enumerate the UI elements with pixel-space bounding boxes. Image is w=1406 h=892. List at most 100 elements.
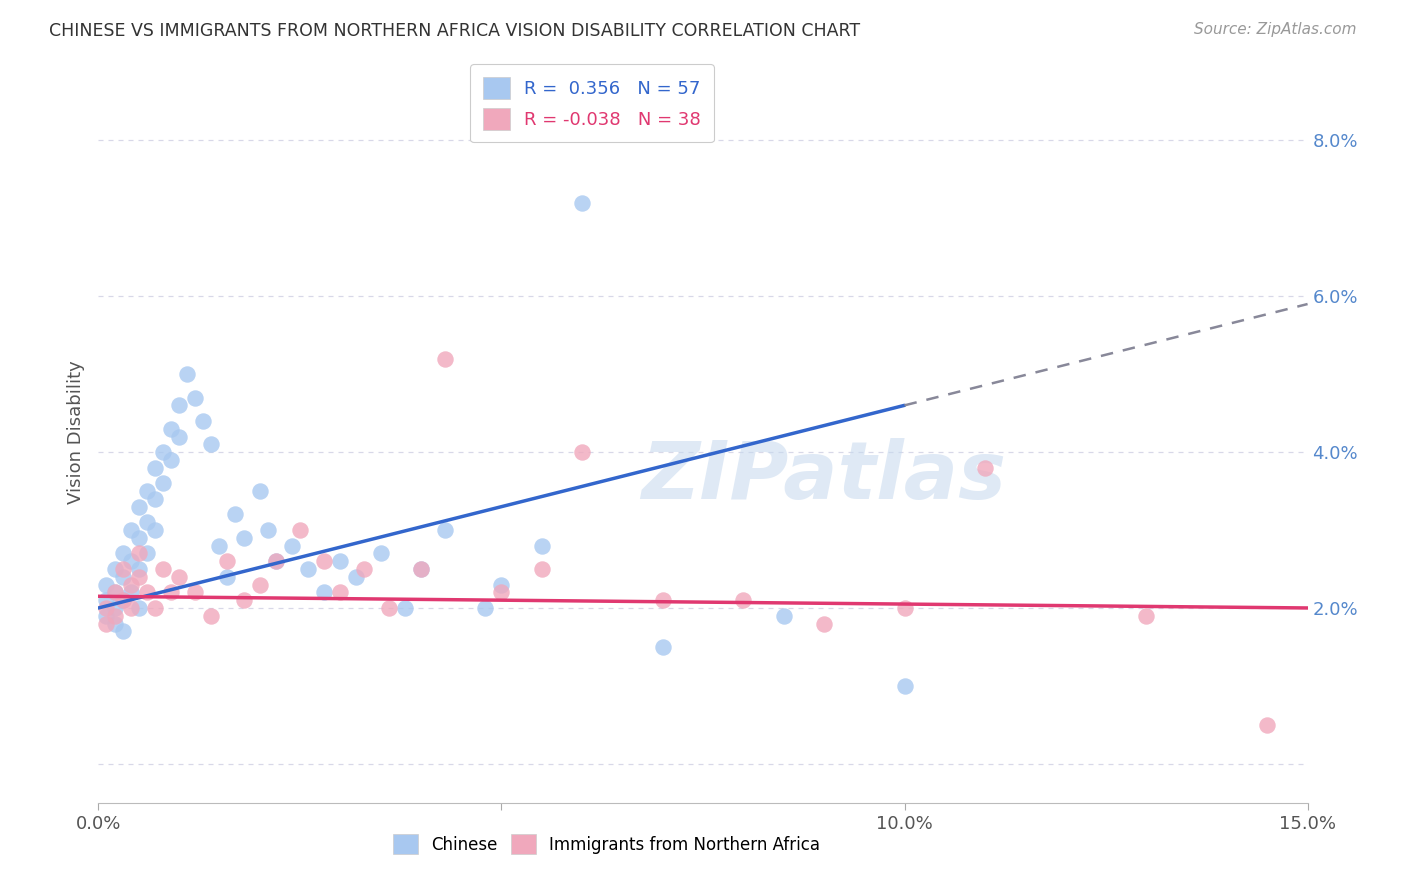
Point (152, 476, 174, 491)
Point (893, 601, 915, 615)
Point (167, 398, 190, 412)
Point (152, 562, 174, 576)
Legend: Chinese, Immigrants from Northern Africa: Chinese, Immigrants from Northern Africa (385, 828, 827, 861)
Text: ZIPatlas: ZIPatlas (641, 438, 1007, 516)
Point (288, 523, 311, 537)
Point (184, 391, 207, 405)
Point (193, 414, 215, 428)
Point (96, 577, 118, 591)
Point (143, 523, 166, 537)
Point (111, 546, 134, 560)
Point (152, 445, 174, 459)
Point (329, 585, 352, 599)
Point (103, 616, 125, 631)
Point (184, 585, 207, 599)
Point (893, 679, 915, 693)
Point (394, 601, 416, 615)
Point (128, 500, 150, 514)
Point (111, 593, 134, 607)
Point (143, 460, 166, 475)
Point (120, 585, 142, 599)
Point (96, 601, 118, 615)
Point (491, 577, 513, 591)
Point (128, 562, 150, 576)
Point (128, 570, 150, 584)
Point (103, 585, 125, 599)
Point (571, 195, 593, 210)
Point (530, 539, 553, 553)
Point (353, 562, 375, 576)
Text: Source: ZipAtlas.com: Source: ZipAtlas.com (1194, 22, 1357, 37)
Point (167, 570, 190, 584)
Point (200, 437, 222, 451)
Point (491, 585, 513, 599)
Point (96, 616, 118, 631)
Point (1256, 718, 1278, 732)
Point (103, 585, 125, 599)
Point (103, 601, 125, 615)
Point (111, 624, 134, 639)
Point (135, 515, 157, 529)
Point (167, 429, 190, 443)
Point (103, 562, 125, 576)
Point (434, 523, 457, 537)
Point (224, 508, 246, 522)
Point (264, 554, 287, 568)
Point (434, 351, 457, 366)
Point (128, 531, 150, 545)
Point (160, 453, 183, 467)
Y-axis label: Vision Disability: Vision Disability (66, 360, 84, 505)
Point (160, 422, 183, 436)
Point (111, 570, 134, 584)
Point (160, 585, 183, 599)
Point (217, 570, 239, 584)
Point (264, 554, 287, 568)
Point (314, 554, 336, 568)
Point (409, 562, 432, 576)
Point (344, 570, 367, 584)
Point (1135, 608, 1157, 623)
Point (281, 539, 304, 553)
Point (733, 593, 755, 607)
Point (530, 562, 553, 576)
Point (200, 608, 222, 623)
Point (103, 608, 125, 623)
Point (232, 531, 254, 545)
Point (128, 546, 150, 560)
Point (297, 562, 319, 576)
Point (208, 539, 231, 553)
Point (135, 585, 157, 599)
Point (813, 616, 835, 631)
Point (135, 484, 157, 499)
Point (217, 554, 239, 568)
Point (474, 601, 496, 615)
Point (249, 577, 271, 591)
Point (111, 593, 134, 607)
Point (571, 445, 593, 459)
Point (143, 491, 166, 506)
Point (135, 546, 157, 560)
Point (256, 523, 278, 537)
Point (96, 608, 118, 623)
Point (120, 601, 142, 615)
Text: CHINESE VS IMMIGRANTS FROM NORTHERN AFRICA VISION DISABILITY CORRELATION CHART: CHINESE VS IMMIGRANTS FROM NORTHERN AFRI… (49, 22, 860, 40)
Point (974, 460, 997, 475)
Point (96, 593, 118, 607)
Point (120, 554, 142, 568)
Point (772, 608, 794, 623)
Point (143, 601, 166, 615)
Point (370, 546, 392, 560)
Point (409, 562, 432, 576)
Point (111, 562, 134, 576)
Point (232, 593, 254, 607)
Point (651, 640, 673, 654)
Point (120, 523, 142, 537)
Point (176, 367, 198, 381)
Point (329, 554, 352, 568)
Point (314, 585, 336, 599)
Point (651, 593, 673, 607)
Point (249, 484, 271, 499)
Point (128, 601, 150, 615)
Point (377, 601, 399, 615)
Point (120, 577, 142, 591)
